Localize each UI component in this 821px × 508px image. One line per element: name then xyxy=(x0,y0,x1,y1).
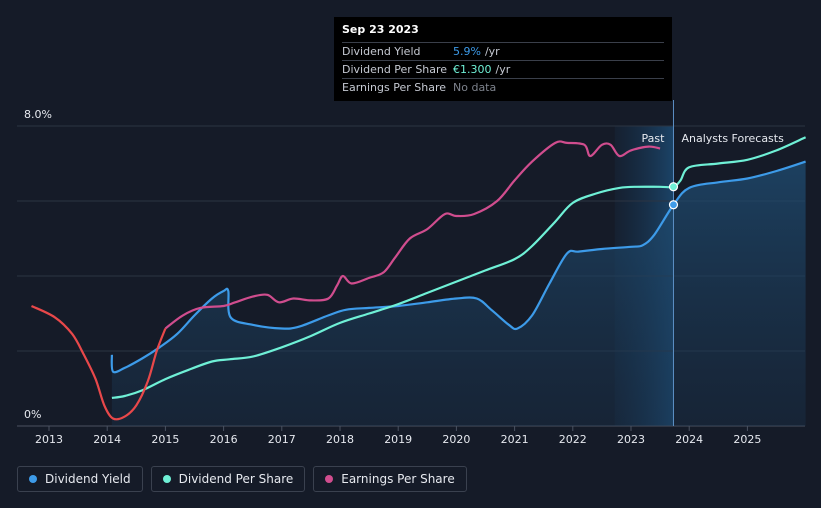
past-label: Past xyxy=(642,132,666,145)
dividend-yield-line xyxy=(110,160,806,374)
legend-label: Dividend Yield xyxy=(45,472,131,486)
x-tick-label: 2022 xyxy=(559,433,587,446)
x-tick-label: 2023 xyxy=(617,433,645,446)
legend-dot-icon xyxy=(325,475,334,483)
tooltip-row-unit: /yr xyxy=(495,63,511,76)
x-axis: 2013 2014 2015 2016 2017 2018 2019 2020 2021 2022… xyxy=(35,426,761,446)
tooltip-row-value: €1.300 xyxy=(453,63,492,76)
forecast-label: Analysts Forecasts xyxy=(681,132,784,145)
legend-dot-icon xyxy=(162,475,171,483)
legend-label: Dividend Per Share xyxy=(178,472,294,486)
tooltip-row-label: Dividend Yield xyxy=(342,45,421,58)
dividend-per-share-marker xyxy=(668,182,679,192)
earnings-per-share-line xyxy=(164,140,661,330)
x-tick-label: 2017 xyxy=(268,433,296,446)
dividend-per-share-line xyxy=(111,136,807,399)
tooltip-row-dividend-yield: Dividend Yield 5.9% /yr xyxy=(342,42,664,60)
series-markers xyxy=(668,182,679,210)
tooltip-row-unit: /yr xyxy=(484,45,500,58)
tooltip-row-label: Earnings Per Share xyxy=(342,81,447,94)
legend-item-earnings-per-share[interactable]: Earnings Per Share xyxy=(313,466,467,492)
y-tick-label: 0% xyxy=(24,408,41,421)
tooltip-row-label: Dividend Per Share xyxy=(342,63,448,76)
x-tick-label: 2021 xyxy=(501,433,529,446)
series-lines xyxy=(31,136,807,421)
x-tick-label: 2025 xyxy=(733,433,761,446)
legend-label: Earnings Per Share xyxy=(341,472,455,486)
legend-item-dividend-per-share[interactable]: Dividend Per Share xyxy=(150,466,306,492)
dividend-yield-marker xyxy=(668,200,679,210)
tooltip: Sep 23 2023 Dividend Yield 5.9% /yr Divi… xyxy=(334,17,672,101)
dividend-yield-area xyxy=(111,161,806,426)
x-tick-label: 2020 xyxy=(442,433,470,446)
legend: Dividend Yield Dividend Per Share Earnin… xyxy=(17,466,467,492)
tooltip-row-earnings-per-share: Earnings Per Share No data xyxy=(342,78,664,96)
x-tick-label: 2018 xyxy=(326,433,354,446)
tooltip-row-value: 5.9% xyxy=(453,45,481,58)
x-tick-label: 2015 xyxy=(151,433,179,446)
x-tick-label: 2013 xyxy=(35,433,63,446)
x-tick-label: 2019 xyxy=(384,433,412,446)
y-tick-label: 8.0% xyxy=(24,108,52,121)
y-axis: 8.0% 0% xyxy=(24,108,52,421)
tooltip-row-dividend-per-share: Dividend Per Share €1.300 /yr xyxy=(342,60,664,78)
earnings-per-share-negative-line xyxy=(31,305,167,421)
legend-dot-icon xyxy=(29,475,37,483)
x-tick-label: 2024 xyxy=(675,433,703,446)
tooltip-date: Sep 23 2023 xyxy=(342,23,419,36)
legend-item-dividend-yield[interactable]: Dividend Yield xyxy=(17,466,143,492)
tooltip-row-value: No data xyxy=(453,81,497,94)
x-tick-label: 2016 xyxy=(210,433,238,446)
x-tick-label: 2014 xyxy=(93,433,121,446)
